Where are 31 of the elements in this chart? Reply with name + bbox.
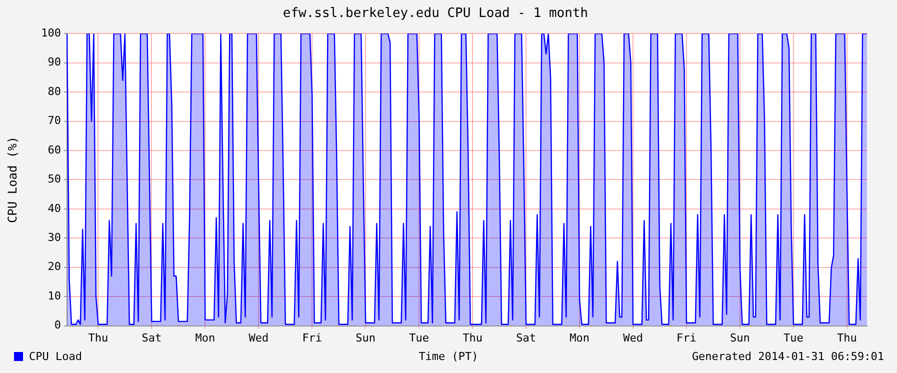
text: Generated 2014-01-31 06:59:01 (692, 350, 884, 363)
y-tick-label: 0 (54, 318, 61, 332)
y-axis-title: CPU Load (%) (5, 136, 20, 224)
y-tick-label: 80 (48, 84, 61, 98)
x-tick-label: Sat (516, 331, 536, 344)
x-tick-label: Fri (676, 331, 696, 344)
x-tick-label: Mon (195, 331, 216, 344)
y-tick-label: 40 (48, 202, 61, 215)
x-tick-label: Wed (623, 331, 643, 344)
x-tick-label: Sat (142, 331, 162, 344)
y-tick-label: 50 (48, 172, 61, 186)
x-tick-label: Thu (462, 331, 483, 344)
legend-label: CPU Load (29, 350, 82, 363)
y-tick-label: 70 (48, 114, 61, 128)
y-tick-label: 30 (48, 231, 61, 244)
x-tick-label: Fri (302, 331, 322, 344)
x-tick-label: Wed (248, 331, 269, 344)
x-tick-label: Sun (730, 331, 750, 344)
y-tick-label: 20 (48, 260, 61, 274)
y-tick-label: 60 (48, 143, 61, 156)
y-tick-label: 10 (48, 289, 61, 302)
y-tick-label: 90 (48, 56, 61, 69)
x-tick-label: Thu (837, 331, 857, 344)
x-tick-label: Sun (356, 331, 376, 344)
x-tick-label: Tue (409, 331, 430, 344)
y-tick-label: 100 (41, 26, 61, 40)
chart-title: efw.ssl.berkeley.edu CPU Load - 1 month (282, 6, 588, 22)
x-tick-label: Mon (570, 331, 590, 344)
x-axis-title: Time (PT) (418, 350, 478, 363)
x-tick-label: Tue (784, 331, 804, 344)
x-tick-label: Thu (88, 331, 108, 344)
